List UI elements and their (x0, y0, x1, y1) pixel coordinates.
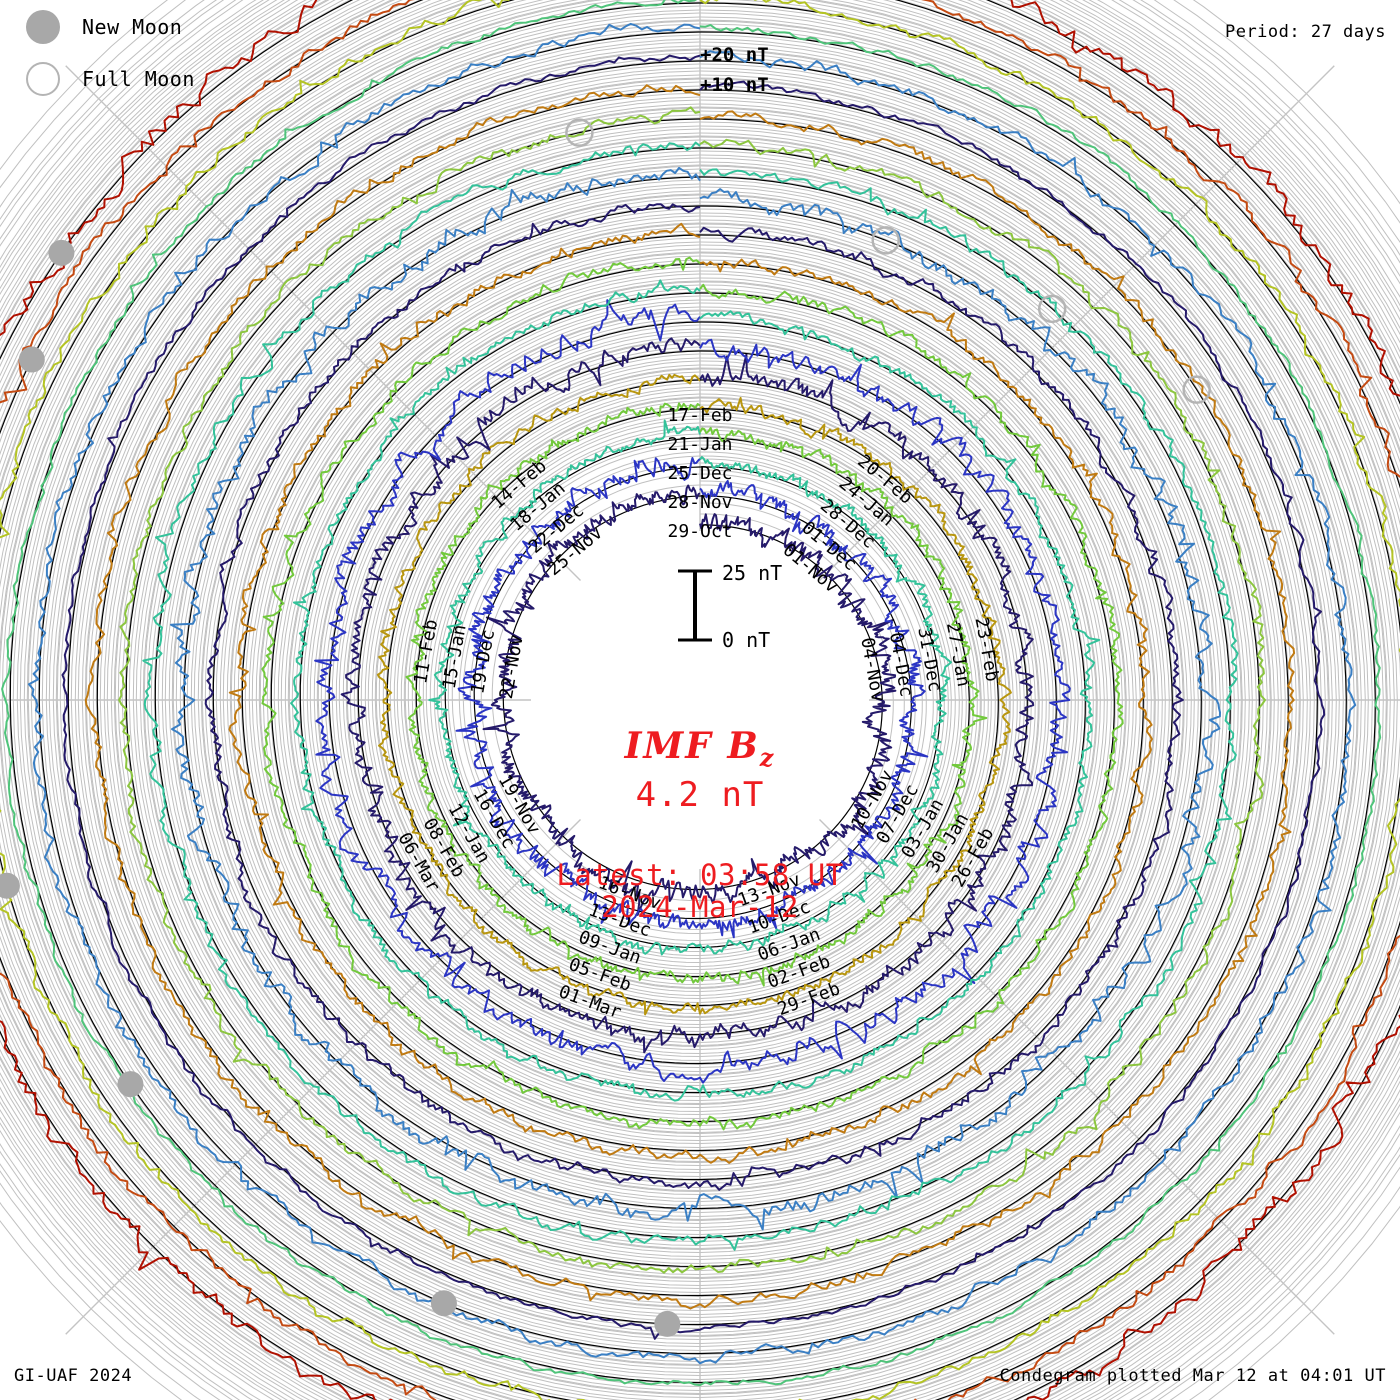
center-title-sub: z (759, 743, 776, 773)
new-moon-icon (26, 10, 60, 44)
scalebar-label-top: 25 nT (722, 561, 783, 585)
ring-label-20nt: +20 nT (700, 44, 769, 66)
date-tick-label: 17-Feb (667, 405, 732, 426)
moon-markers (0, 118, 1211, 1337)
legend-item-new-moon: New Moon (26, 10, 182, 44)
center-title-main: IMF B (624, 725, 760, 767)
center-title: IMF Bz (0, 725, 1400, 772)
date-tick-label: 28-Nov (667, 492, 732, 513)
center-latest-time: Latest: 03:58 UT (556, 858, 844, 892)
date-tick-label: 29-Oct (667, 521, 732, 542)
date-tick-label: 21-Jan (667, 434, 732, 455)
credit-label: GI-UAF 2024 (14, 1366, 133, 1386)
date-tick-label: 11-Feb (410, 618, 442, 686)
scale-bar (678, 569, 712, 642)
legend-label-new-moon: New Moon (82, 15, 183, 39)
ring-label-10nt: +10 nT (700, 74, 769, 96)
period-label: Period: 27 days (1224, 22, 1386, 42)
date-tick-label: 19-Dec (467, 628, 499, 696)
center-latest-date: 2024-Mar-12 (601, 890, 799, 924)
date-tick-label: 25-Dec (667, 463, 732, 484)
legend-item-full-moon: Full Moon (26, 62, 195, 96)
legend-label-full-moon: Full Moon (82, 67, 195, 91)
plotted-label: Condegram plotted Mar 12 at 04:01 UT (999, 1366, 1386, 1386)
scalebar-label-bottom: 0 nT (722, 628, 771, 652)
full-moon-icon (26, 62, 60, 96)
center-value: 4.2 nT (635, 775, 765, 815)
date-tick-label: 22-Nov (496, 633, 528, 701)
